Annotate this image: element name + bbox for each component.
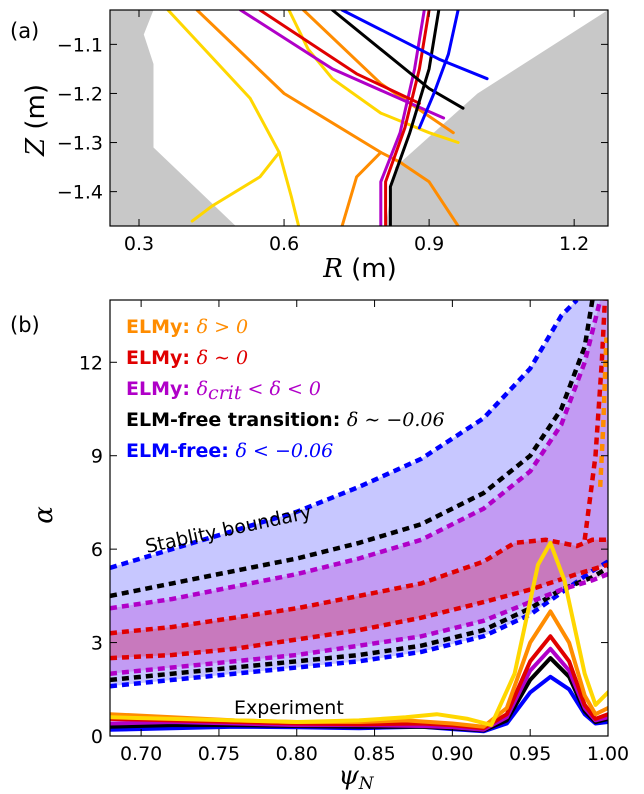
separatrix-line-13	[340, 10, 489, 81]
panel-a-xlabel-unit: (m)	[343, 254, 397, 284]
panel-b-x-ticks: 0.70 0.75 0.80 0.85 0.90 0.95 1.00	[120, 743, 629, 765]
panel-b-x-tick-label: 0.70	[120, 743, 162, 765]
panel-a-x-tick-label: 0.6	[269, 233, 299, 255]
stability-boundary-line-6	[110, 572, 608, 676]
separatrix-line-5	[287, 10, 460, 144]
legend-entry-label: ELMy:	[126, 316, 197, 338]
panel-b-y-tick-label: 0	[91, 726, 103, 748]
legend-entry-label: ELM-free transition:	[126, 409, 347, 431]
legend-entry-4: ELM-free transition: δ ∼ −0.06	[126, 409, 445, 431]
stability-band-1	[110, 300, 608, 687]
stability-boundary-line-7	[110, 537, 608, 636]
panel-a-xlabel-symbol: R	[322, 254, 343, 284]
panel-b-x-tick-label: 0.80	[276, 743, 318, 765]
panel-b-y-tick-label: 6	[91, 539, 103, 561]
panel-a-x-ticks: 0.3 0.6 0.9 1.2	[124, 233, 589, 255]
panel-a-frame	[109, 9, 609, 227]
panel-b-label: (b)	[10, 313, 40, 337]
legend-entry-label: ELMy:	[126, 378, 197, 400]
panel-b-x-tick-label: 0.75	[198, 743, 240, 765]
legend-entry-math: δ > 0	[197, 316, 249, 338]
legend-entry-label: ELMy:	[126, 347, 197, 369]
panel-a-y-tick-label: −1.2	[57, 83, 103, 105]
separatrix-line-14	[417, 10, 460, 130]
separatrix-line-9	[258, 10, 421, 105]
legend-entry-label: ELM-free:	[126, 440, 236, 462]
panel-a-x-tick-label: 0.3	[124, 233, 154, 255]
separatrix-line-12	[388, 10, 441, 226]
panel-b-x-tick-label: 1.00	[587, 743, 629, 765]
panel-b-xlabel: ψN	[338, 761, 374, 794]
stability-band-2	[110, 300, 608, 674]
legend-entry-1: ELMy: δ > 0	[126, 316, 248, 338]
legend-entry-math: δ	[197, 378, 208, 400]
wall-2	[385, 10, 608, 226]
panel-a-y-ticks: −1.1 −1.2 −1.3 −1.4	[57, 34, 103, 203]
panel-a-y-tick-label: −1.4	[57, 182, 103, 204]
separatrix-line-1	[166, 10, 281, 223]
panel-b-plot-area	[110, 300, 608, 734]
panel-b-x-tick-label: 0.95	[509, 743, 551, 765]
panel-b-y-tick-label: 9	[91, 446, 103, 468]
panel-b-ylabel: α	[29, 506, 59, 524]
legend-entry-math: δ < −0.06	[236, 440, 334, 462]
panel-a-plot	[109, 9, 609, 227]
stability-boundary-line-1	[110, 300, 579, 570]
panel-b-xlabel-subscript: N	[358, 774, 375, 794]
experiment-annotation: Experiment	[234, 697, 344, 719]
panel-a-plot-area	[110, 10, 608, 226]
panel-a-label: (a)	[10, 19, 39, 43]
panel-b-y-tick-label: 3	[91, 633, 103, 655]
panel-b-x-tick-label: 0.85	[353, 743, 395, 765]
stability-boundary-line-10	[597, 337, 608, 488]
stability-boundary-line-9	[582, 300, 608, 541]
panel-a-xlabel: R (m)	[322, 254, 396, 284]
panel-b-x-tick-label: 0.90	[431, 743, 473, 765]
stability-boundary-line-8	[110, 562, 608, 661]
legend-entry-math: δ ∼ −0.06	[347, 409, 445, 431]
panel-b-y-tick-label: 12	[79, 352, 103, 374]
panel-b-xlabel-symbol: ψ	[338, 761, 359, 791]
experiment-line-6	[110, 540, 608, 728]
stability-band-3	[110, 300, 608, 659]
legend-entry-math-subscript: crit	[208, 382, 242, 404]
panel-b-frame	[109, 299, 609, 737]
panel-b-y-ticks: 0 3 6 9 12	[79, 352, 103, 748]
legend-entry-5: ELM-free: δ < −0.06	[126, 440, 333, 462]
stability-boundary-line-2	[110, 559, 608, 689]
legend-entry-math-rest: < δ < 0	[241, 378, 321, 400]
stability-boundary-line-4	[110, 565, 608, 683]
separatrix-line-11	[330, 10, 465, 110]
panel-a-ylabel: Z (m)	[21, 84, 51, 157]
panel-a-y-tick-label: −1.3	[57, 133, 103, 155]
legend-entry-3: ELMy: δcrit < δ < 0	[126, 378, 321, 404]
panel-b-plot	[109, 299, 609, 737]
panel-a-ylabel-symbol: Z	[21, 137, 51, 157]
panel-a-ylabel-unit: (m)	[21, 84, 51, 138]
panel-a-y-tick-label: −1.1	[57, 34, 103, 56]
panel-a-x-tick-label: 1.2	[559, 233, 589, 255]
legend-entry-2: ELMy: δ ∼ 0	[126, 347, 248, 369]
panel-a-x-tick-label: 0.9	[414, 233, 444, 255]
separatrix-line-2	[277, 150, 301, 226]
legend-entry-math: δ ∼ 0	[197, 347, 249, 369]
wall-1	[110, 10, 236, 226]
